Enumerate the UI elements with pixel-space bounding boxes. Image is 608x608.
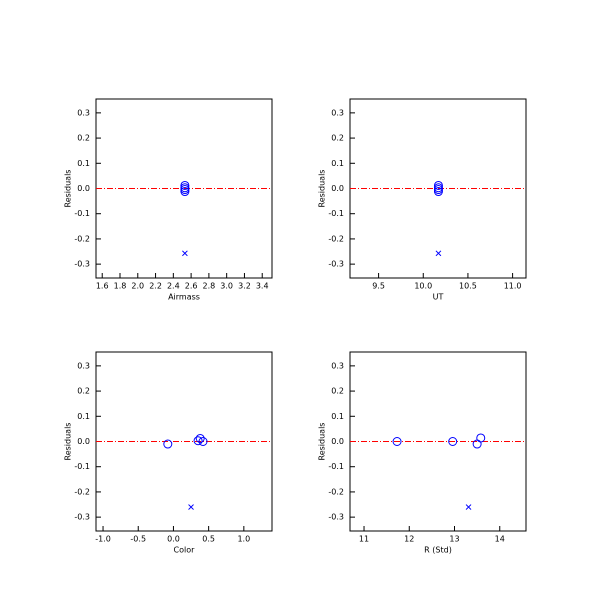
y-tick-label: -0.2 bbox=[74, 487, 90, 496]
x-tick-label: 9.5 bbox=[372, 282, 385, 291]
circle-marker bbox=[180, 180, 190, 190]
circle-marker bbox=[163, 439, 173, 449]
y-tick-label: 0.0 bbox=[331, 437, 344, 446]
x-tick-label: -0.5 bbox=[130, 535, 146, 544]
y-tick-label: 0.1 bbox=[331, 159, 344, 168]
circle-marker bbox=[433, 180, 443, 190]
y-tick-label: -0.2 bbox=[328, 234, 344, 243]
x-tick-label: 1.0 bbox=[237, 535, 250, 544]
circle-marker bbox=[433, 187, 443, 197]
y-tick-label: 0.2 bbox=[77, 134, 90, 143]
y-tick-label: -0.2 bbox=[74, 234, 90, 243]
x-tick-label: 0.0 bbox=[167, 535, 180, 544]
y-axis-label: Residuals bbox=[64, 170, 73, 208]
y-tick-label: 0.2 bbox=[331, 387, 344, 396]
x-tick-label: 2.2 bbox=[149, 282, 162, 291]
y-tick-label: 0.0 bbox=[77, 184, 90, 193]
y-tick-label: -0.3 bbox=[74, 513, 90, 522]
y-tick-label: -0.1 bbox=[328, 209, 344, 218]
circle-marker bbox=[180, 187, 190, 197]
y-tick-label: 0.3 bbox=[331, 108, 344, 117]
y-axis-label: Residuals bbox=[318, 423, 327, 461]
x-tick-label: 0.5 bbox=[202, 535, 215, 544]
circle-marker bbox=[195, 433, 205, 443]
x-tick-label: 2.8 bbox=[203, 282, 216, 291]
x-tick-label: 12 bbox=[404, 535, 414, 544]
x-axis-label: Color bbox=[174, 546, 196, 555]
circle-marker bbox=[448, 437, 458, 446]
cross-marker bbox=[182, 250, 188, 257]
circle-marker bbox=[193, 436, 203, 446]
x-tick-label: 13 bbox=[449, 535, 459, 544]
x-tick-label: 10.5 bbox=[459, 282, 477, 291]
y-tick-label: -0.2 bbox=[328, 487, 344, 496]
x-tick-label: 1.8 bbox=[114, 282, 127, 291]
x-tick-label: 3.2 bbox=[238, 282, 251, 291]
cross-marker bbox=[465, 504, 472, 510]
y-tick-label: 0.0 bbox=[77, 437, 90, 446]
y-tick-label: 0.3 bbox=[331, 361, 344, 370]
y-tick-label: 0.1 bbox=[331, 412, 344, 421]
x-tick-label: 11 bbox=[359, 535, 369, 544]
circle-marker bbox=[472, 439, 482, 449]
y-tick-label: 0.2 bbox=[331, 134, 344, 143]
x-axis-label: UT bbox=[433, 293, 444, 302]
y-tick-label: 0.2 bbox=[77, 387, 90, 396]
y-axis-label: Residuals bbox=[318, 170, 327, 208]
y-tick-label: -0.1 bbox=[74, 462, 90, 471]
cross-marker bbox=[188, 504, 194, 510]
circle-marker bbox=[476, 433, 486, 443]
x-tick-label: 11.0 bbox=[504, 282, 522, 291]
x-axis-label: R (Std) bbox=[424, 546, 452, 555]
y-tick-label: -0.1 bbox=[328, 462, 344, 471]
x-tick-label: 3.4 bbox=[256, 282, 269, 291]
y-tick-label: -0.3 bbox=[74, 260, 90, 269]
y-tick-label: 0.0 bbox=[331, 184, 344, 193]
x-tick-label: 1.6 bbox=[96, 282, 109, 291]
y-tick-label: -0.1 bbox=[74, 209, 90, 218]
y-tick-label: 0.3 bbox=[77, 108, 90, 117]
cross-marker bbox=[435, 250, 442, 257]
x-tick-label: 2.0 bbox=[131, 282, 144, 291]
circle-marker bbox=[198, 437, 208, 446]
y-tick-label: 0.1 bbox=[77, 159, 90, 168]
x-tick-label: 10.0 bbox=[414, 282, 432, 291]
y-axis-label: Residuals bbox=[64, 423, 73, 461]
x-axis-label: Airmass bbox=[168, 293, 200, 302]
y-tick-label: 0.1 bbox=[77, 412, 90, 421]
y-tick-label: -0.3 bbox=[328, 260, 344, 269]
y-tick-label: 0.3 bbox=[77, 361, 90, 370]
x-tick-label: 2.4 bbox=[167, 282, 180, 291]
x-tick-label: -1.0 bbox=[95, 535, 111, 544]
circle-marker bbox=[392, 437, 402, 446]
x-tick-label: 14 bbox=[495, 535, 505, 544]
x-tick-label: 3.0 bbox=[220, 282, 233, 291]
x-tick-label: 2.6 bbox=[185, 282, 198, 291]
y-tick-label: -0.3 bbox=[328, 513, 344, 522]
